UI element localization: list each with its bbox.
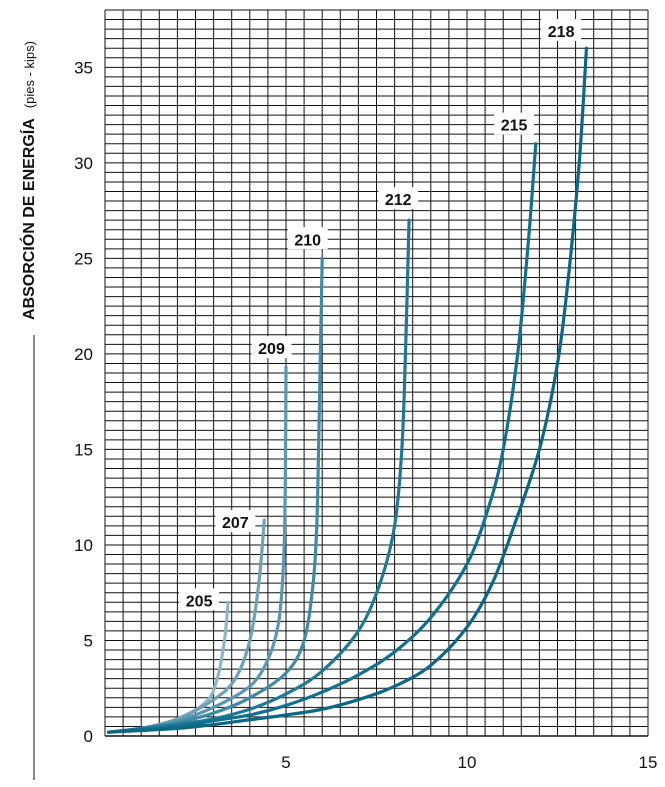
series-label-207: 207 bbox=[222, 515, 249, 532]
y-tick-labels: 0 5 10 15 20 25 30 35 bbox=[74, 58, 93, 746]
series-line-212 bbox=[107, 218, 411, 734]
series-label-218: 218 bbox=[548, 24, 575, 41]
y-tick-label: 0 bbox=[84, 727, 93, 746]
series-label-bg-205 bbox=[179, 588, 220, 611]
series-label-209: 209 bbox=[258, 341, 285, 358]
y-tick-label: 35 bbox=[74, 58, 93, 77]
series-label-205: 205 bbox=[186, 593, 213, 610]
y-tick-label: 10 bbox=[74, 536, 93, 555]
series-label-bg-218 bbox=[541, 19, 582, 42]
grid bbox=[104, 9, 649, 737]
y-axis-title: ABSORCIÓN DE ENERGÍA (pies - kips) bbox=[19, 41, 38, 320]
series-label-210: 210 bbox=[294, 232, 321, 249]
series-label-bg-212 bbox=[378, 187, 419, 210]
svg-text:ABSORCIÓN DE ENERGÍA (pi: ABSORCIÓN DE ENERGÍA (pies - kips) bbox=[19, 41, 38, 320]
x-tick-label: 15 bbox=[639, 753, 658, 772]
y-tick-label: 5 bbox=[84, 631, 93, 650]
series-label-bg-207 bbox=[215, 510, 256, 533]
y-tick-label: 20 bbox=[74, 345, 93, 364]
series-label-215: 215 bbox=[501, 118, 528, 135]
series-line-215 bbox=[107, 142, 538, 734]
series-labels: 205 207 209 210 212 215 218 bbox=[179, 19, 582, 611]
y-axis-label: ABSORCIÓN DE ENERGÍA bbox=[19, 118, 38, 320]
series-label-bg-209 bbox=[251, 336, 292, 359]
series-lines bbox=[107, 46, 589, 734]
y-tick-label: 15 bbox=[74, 440, 93, 459]
x-tick-labels: 5 10 15 bbox=[281, 753, 657, 772]
y-tick-label: 25 bbox=[74, 249, 93, 268]
series-label-bg-215 bbox=[494, 112, 535, 135]
series-label-bg-210 bbox=[287, 227, 328, 250]
series-line-210 bbox=[107, 256, 324, 734]
y-tick-label: 30 bbox=[74, 154, 93, 173]
x-tick-label: 10 bbox=[458, 753, 477, 772]
series-label-212: 212 bbox=[385, 192, 412, 209]
series-line-209 bbox=[107, 365, 288, 734]
y-axis-unit: (pies - kips) bbox=[22, 41, 37, 108]
series-line-207 bbox=[107, 518, 266, 734]
x-tick-label: 5 bbox=[281, 753, 290, 772]
series-line-218 bbox=[107, 46, 589, 734]
